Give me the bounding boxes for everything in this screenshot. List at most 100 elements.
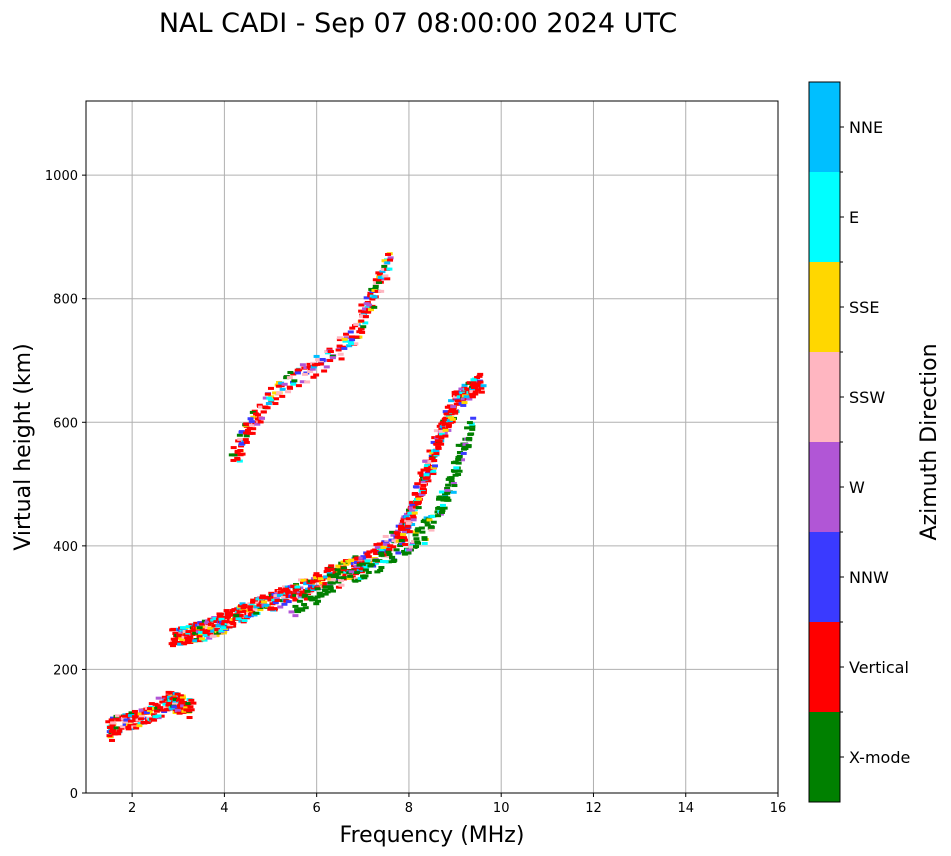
echo-dot xyxy=(248,605,255,609)
echo-dot xyxy=(300,578,307,582)
echo-dot xyxy=(374,545,381,549)
colorbar-tick-label: Vertical xyxy=(849,658,909,677)
echo-dot xyxy=(329,589,336,593)
echo-dot xyxy=(470,380,477,384)
echo-dot xyxy=(469,427,476,431)
echo-dot xyxy=(425,479,432,483)
echo-dot xyxy=(347,340,354,344)
echo-dot xyxy=(354,571,361,575)
echo-dot xyxy=(359,562,366,566)
echo-dot xyxy=(281,602,288,606)
echo-dot xyxy=(247,608,254,612)
echo-dot xyxy=(437,512,444,516)
echo-dot xyxy=(378,566,385,570)
echo-dot xyxy=(315,599,322,603)
echo-dot xyxy=(283,376,290,380)
echo-dot xyxy=(378,551,385,555)
echo-dot xyxy=(268,607,275,611)
x-tick-label: 12 xyxy=(585,801,602,816)
echo-dot xyxy=(341,346,348,350)
echo-dot xyxy=(183,704,190,708)
echo-dot xyxy=(424,475,431,479)
echo-dot xyxy=(382,274,389,278)
echo-dot xyxy=(302,606,309,610)
colorbar-tick-label: NNW xyxy=(849,568,889,587)
echo-dot xyxy=(210,634,217,638)
echo-dot xyxy=(420,490,427,494)
echo-dot xyxy=(420,480,427,484)
echo-dot xyxy=(436,497,443,501)
echo-dot xyxy=(352,579,359,583)
echo-dot xyxy=(248,420,255,424)
echo-dot xyxy=(432,464,439,468)
echo-dot xyxy=(450,407,457,411)
echo-dot xyxy=(307,370,314,374)
colorbar-tick-label: X-mode xyxy=(849,748,910,767)
echo-dot xyxy=(255,413,262,417)
echo-dot xyxy=(273,594,280,598)
echo-dot xyxy=(445,424,452,428)
echo-dot xyxy=(421,536,428,540)
echo-dot xyxy=(267,386,274,390)
echo-dot xyxy=(469,383,476,387)
echo-dot xyxy=(450,405,457,409)
echo-dot xyxy=(175,709,182,713)
echo-dot xyxy=(358,556,365,560)
echo-dot xyxy=(274,598,281,602)
echo-dot xyxy=(353,566,360,570)
echo-dot xyxy=(169,644,176,648)
echo-dot xyxy=(272,391,279,395)
echo-dot xyxy=(348,342,355,346)
echo-dot xyxy=(359,315,366,319)
echo-dot xyxy=(106,734,113,738)
echo-dot xyxy=(448,399,455,403)
echo-dot xyxy=(322,582,329,586)
echo-dot xyxy=(442,410,449,414)
echo-dot xyxy=(362,574,369,578)
echo-dot xyxy=(425,467,432,471)
echo-dot xyxy=(361,576,368,580)
echo-dot xyxy=(401,530,408,534)
echo-dot xyxy=(303,582,310,586)
echo-dot xyxy=(346,576,353,580)
echo-dot xyxy=(429,451,436,455)
echo-dot xyxy=(327,565,334,569)
echo-dot xyxy=(168,691,175,695)
echo-dot xyxy=(286,590,293,594)
echo-dot xyxy=(214,628,221,632)
echo-dot xyxy=(371,305,378,309)
echo-dot xyxy=(290,592,297,596)
echo-dot xyxy=(155,714,162,718)
echo-dot xyxy=(435,514,442,518)
echo-dot xyxy=(292,588,299,592)
echo-dot xyxy=(438,429,445,433)
echo-dot xyxy=(262,396,269,400)
echo-dot xyxy=(420,468,427,472)
echo-dot xyxy=(211,624,218,628)
echo-dot xyxy=(187,638,194,642)
echo-dot xyxy=(366,550,373,554)
echo-dot xyxy=(364,552,371,556)
echo-dot xyxy=(358,319,365,323)
echo-dot xyxy=(340,568,347,572)
echo-dot xyxy=(207,632,214,636)
echo-dot xyxy=(280,595,287,599)
echo-dot xyxy=(391,539,398,543)
echo-dot xyxy=(179,626,186,630)
echo-dot xyxy=(409,513,416,517)
echo-dot xyxy=(144,720,151,724)
echo-dot xyxy=(358,567,365,571)
echo-dot xyxy=(285,390,292,394)
echo-dot xyxy=(278,381,285,385)
echo-dot xyxy=(343,336,350,340)
echo-dot xyxy=(109,723,116,727)
echo-dot xyxy=(250,427,257,431)
echo-dot xyxy=(278,384,285,388)
echo-dot xyxy=(170,641,177,645)
echo-dot xyxy=(141,721,148,725)
echo-dot xyxy=(188,623,195,627)
echo-dot xyxy=(255,601,262,605)
echo-dot xyxy=(277,590,284,594)
echo-dot xyxy=(448,477,455,481)
